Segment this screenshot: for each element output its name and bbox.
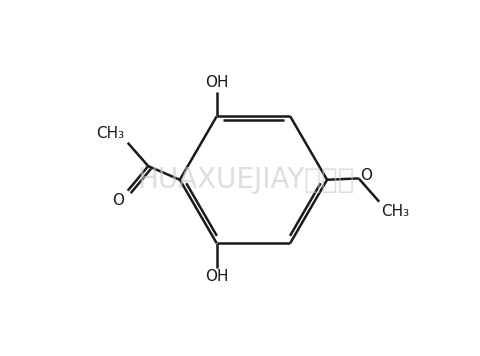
Text: OH: OH bbox=[205, 269, 228, 284]
Text: O: O bbox=[360, 168, 372, 183]
Text: OH: OH bbox=[205, 75, 228, 90]
Text: HUAXUEJIAY化学加: HUAXUEJIAY化学加 bbox=[137, 166, 355, 194]
Text: CH₃: CH₃ bbox=[381, 204, 409, 219]
Text: O: O bbox=[112, 194, 124, 209]
Text: CH₃: CH₃ bbox=[96, 126, 124, 141]
